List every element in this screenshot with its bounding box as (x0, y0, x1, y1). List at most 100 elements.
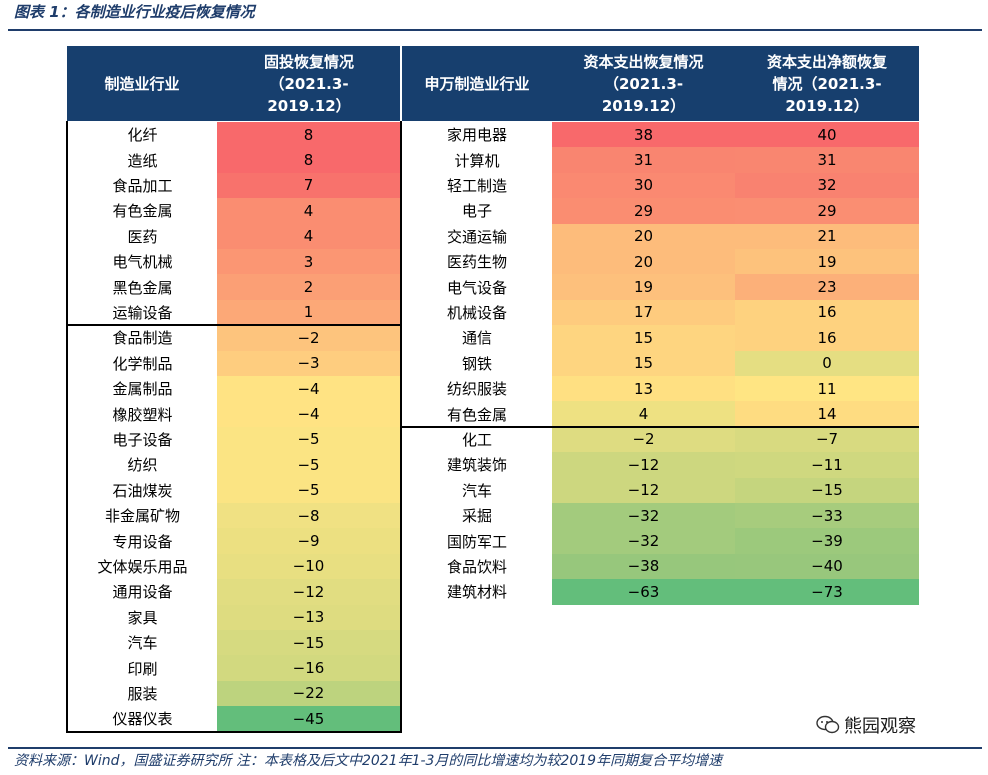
sw-industry-name: 通信 (402, 325, 552, 351)
left-table-row: 食品加工 7 (68, 172, 400, 199)
capex-value: 38 (552, 122, 735, 148)
right-table-row: 化工 −2 −7 (402, 426, 919, 453)
capex-value: 29 (552, 198, 735, 224)
net-capex-value: 40 (735, 122, 919, 148)
sw-industry-name: 电子 (402, 198, 552, 224)
fixed-investment-value: −5 (217, 477, 400, 503)
left-table-row: 食品制造 −2 (68, 325, 400, 351)
fixed-investment-value: −9 (217, 528, 400, 554)
industry-name: 服装 (68, 680, 217, 707)
capex-value: 31 (552, 147, 735, 173)
fixed-investment-value: −8 (217, 503, 400, 529)
right-table-row: 通信 15 16 (402, 325, 919, 351)
net-capex-value: −40 (735, 553, 919, 580)
left-table-row: 纺织 −5 (68, 452, 400, 478)
fixed-investment-value: 8 (217, 122, 400, 148)
capex-value: 15 (552, 350, 735, 376)
net-capex-value: 14 (735, 401, 919, 427)
fixed-investment-value: −16 (217, 655, 400, 681)
left-table-row: 金属制品 −4 (68, 376, 400, 402)
fixed-investment-value: 1 (217, 299, 400, 326)
industry-name: 造纸 (68, 147, 217, 173)
left-table-row: 石油煤炭 −5 (68, 477, 400, 503)
sw-industry-name: 计算机 (402, 147, 552, 173)
left-table-row: 服装 −22 (68, 680, 400, 707)
bottom-rule (8, 747, 982, 749)
fixed-investment-value: −4 (217, 401, 400, 427)
net-capex-value: −33 (735, 503, 919, 529)
net-capex-value: 31 (735, 147, 919, 173)
capex-value: −32 (552, 528, 735, 554)
net-capex-value: 19 (735, 249, 919, 275)
right-table-row: 机械设备 17 16 (402, 299, 919, 326)
net-capex-value: 11 (735, 376, 919, 402)
net-capex-value: 16 (735, 299, 919, 326)
capex-value: −12 (552, 452, 735, 478)
fixed-investment-value: −4 (217, 376, 400, 402)
sw-industry-name: 建筑装饰 (402, 452, 552, 478)
fixed-investment-value: −12 (217, 579, 400, 605)
left-table-row: 家具 −13 (68, 604, 400, 630)
right-group-divider (400, 426, 919, 428)
fixed-investment-value: −10 (217, 553, 400, 580)
capex-value: 13 (552, 376, 735, 402)
left-table-row: 通用设备 −12 (68, 579, 400, 605)
net-capex-value: 32 (735, 172, 919, 199)
industry-name: 家具 (68, 604, 217, 630)
right-table-row: 食品饮料 −38 −40 (402, 553, 919, 580)
industry-name: 橡胶塑料 (68, 401, 217, 427)
sw-industry-name: 有色金属 (402, 401, 552, 427)
left-table-row: 印刷 −16 (68, 655, 400, 681)
right-table-row: 计算机 31 31 (402, 147, 919, 173)
left-table-row: 汽车 −15 (68, 630, 400, 656)
right-table-row: 采掘 −32 −33 (402, 503, 919, 529)
net-capex-value: 23 (735, 274, 919, 300)
sw-industry-name: 轻工制造 (402, 172, 552, 199)
fixed-investment-value: −3 (217, 350, 400, 376)
industry-name: 医药 (68, 223, 217, 249)
header-left-industry: 制造业行业 (104, 74, 180, 93)
right-table-row: 汽车 −12 −15 (402, 477, 919, 503)
fixed-investment-value: −22 (217, 680, 400, 707)
right-table-row: 医药生物 20 19 (402, 249, 919, 275)
figure-caption: 图表 1：各制造业行业疫后恢复情况 (14, 3, 255, 21)
watermark: 熊园观察 (812, 712, 920, 738)
source-note: 资料来源：Wind，国盛证券研究所 注：本表格及后文中2021年1-3月的同比增… (14, 753, 723, 769)
industry-name: 文体娱乐用品 (68, 553, 217, 580)
left-table-row: 橡胶塑料 −4 (68, 401, 400, 427)
header-capex: 资本支出恢复情况 （2021.3- 2019.12） (583, 52, 704, 115)
industry-name: 有色金属 (68, 198, 217, 224)
sw-industry-name: 建筑材料 (402, 579, 552, 605)
sw-industry-name: 国防军工 (402, 528, 552, 554)
net-capex-value: 29 (735, 198, 919, 224)
right-table-row: 有色金属 4 14 (402, 401, 919, 427)
fixed-investment-value: −5 (217, 452, 400, 478)
header-right-industry: 申万制造业行业 (424, 74, 530, 93)
net-capex-value: −39 (735, 528, 919, 554)
left-table-row: 文体娱乐用品 −10 (68, 553, 400, 580)
left-table-row: 专用设备 −9 (68, 528, 400, 554)
fixed-investment-value: −13 (217, 604, 400, 630)
capex-value: 30 (552, 172, 735, 199)
right-table-row: 国防军工 −32 −39 (402, 528, 919, 554)
industry-name: 运输设备 (68, 299, 217, 326)
net-capex-value: −15 (735, 477, 919, 503)
left-outer-border (66, 121, 68, 733)
industry-name: 仪器仪表 (68, 706, 217, 732)
header-net-capex: 资本支出净额恢复 情况（2021.3- 2019.12） (766, 52, 887, 115)
industry-name: 非金属矿物 (68, 503, 217, 529)
fixed-investment-value: 8 (217, 147, 400, 173)
sw-industry-name: 交通运输 (402, 223, 552, 249)
right-table-row: 交通运输 20 21 (402, 223, 919, 249)
header-divider (400, 46, 402, 121)
fixed-investment-value: −2 (217, 325, 400, 351)
capex-value: −63 (552, 579, 735, 605)
left-table-row: 非金属矿物 −8 (68, 503, 400, 529)
right-table-row: 建筑装饰 −12 −11 (402, 452, 919, 478)
left-table-row: 仪器仪表 −45 (68, 706, 400, 732)
left-table-row: 化纤 8 (68, 122, 400, 148)
left-bottom-border (66, 731, 402, 733)
table-header (67, 46, 919, 121)
fixed-investment-value: 4 (217, 198, 400, 224)
industry-name: 电子设备 (68, 426, 217, 453)
